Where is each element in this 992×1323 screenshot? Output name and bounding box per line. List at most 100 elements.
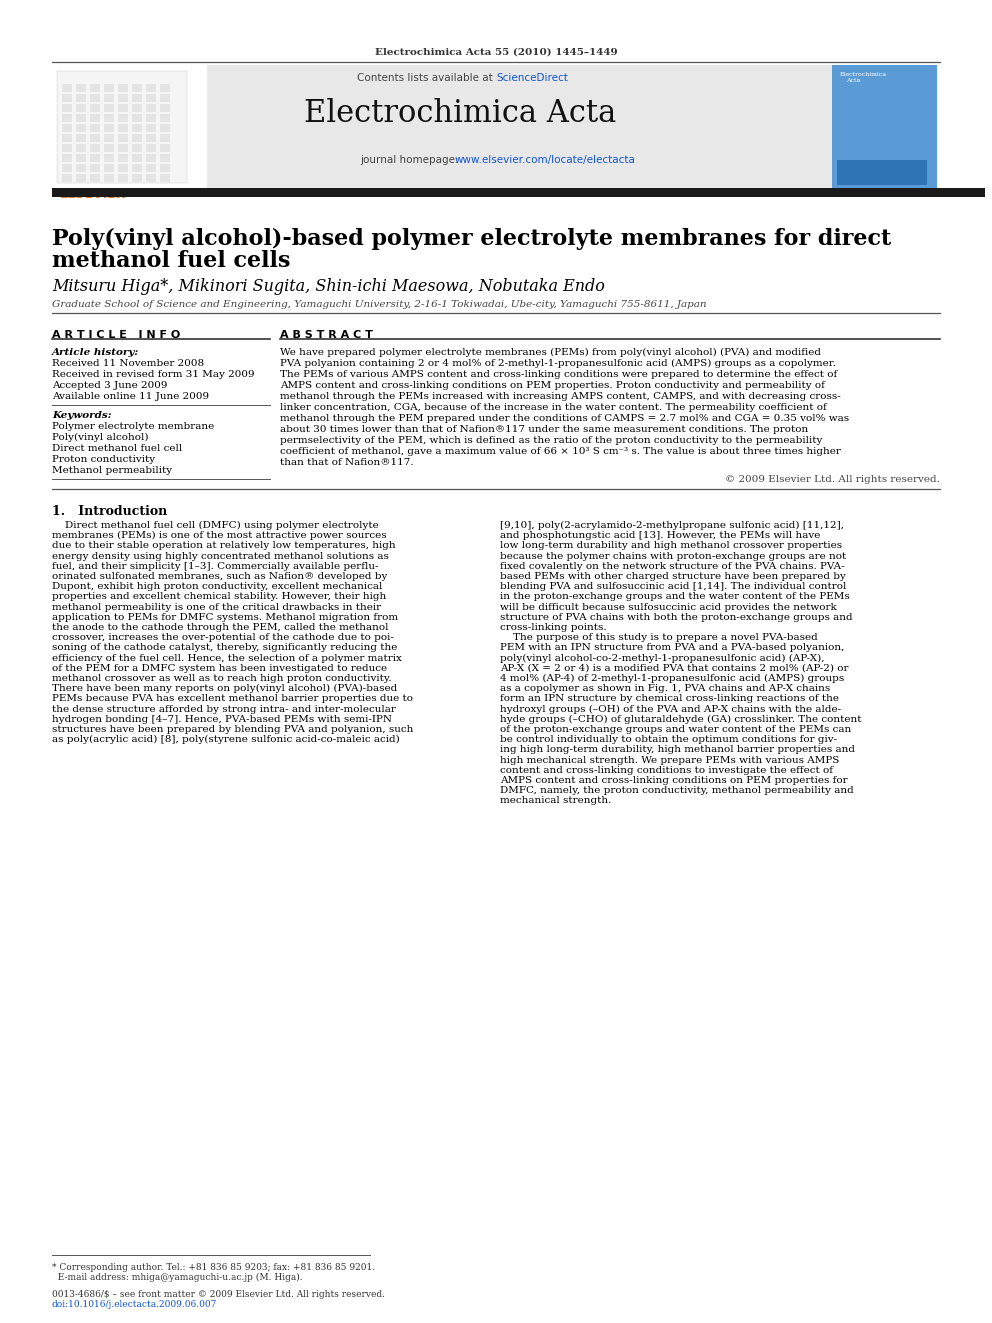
Text: about 30 times lower than that of Nafion®117 under the same measurement conditio: about 30 times lower than that of Nafion… xyxy=(280,425,808,434)
Text: ELSEVIER: ELSEVIER xyxy=(60,188,126,201)
Bar xyxy=(160,164,170,172)
Text: blending PVA and sulfosuccinic acid [1,14]. The individual control: blending PVA and sulfosuccinic acid [1,1… xyxy=(500,582,846,591)
Bar xyxy=(76,124,86,132)
Bar xyxy=(132,124,142,132)
Bar xyxy=(160,144,170,152)
Bar xyxy=(160,153,170,161)
Text: PVA polyanion containing 2 or 4 mol% of 2-methyl-1-propanesulfonic acid (AMPS) g: PVA polyanion containing 2 or 4 mol% of … xyxy=(280,359,836,368)
Bar xyxy=(90,153,100,161)
Text: orinated sulfonated membranes, such as Nafion® developed by: orinated sulfonated membranes, such as N… xyxy=(52,572,387,581)
Bar xyxy=(146,153,156,161)
Bar xyxy=(132,164,142,172)
Text: © 2009 Elsevier Ltd. All rights reserved.: © 2009 Elsevier Ltd. All rights reserved… xyxy=(725,475,940,484)
Bar xyxy=(104,134,114,142)
Text: Polymer electrolyte membrane: Polymer electrolyte membrane xyxy=(52,422,214,431)
Bar xyxy=(146,94,156,102)
Text: Mitsuru Higa*, Mikinori Sugita, Shin-ichi Maesowa, Nobutaka Endo: Mitsuru Higa*, Mikinori Sugita, Shin-ich… xyxy=(52,278,605,295)
Bar xyxy=(118,153,128,161)
Bar xyxy=(76,114,86,122)
Text: permselectivity of the PEM, which is defined as the ratio of the proton conducti: permselectivity of the PEM, which is def… xyxy=(280,437,822,445)
Bar xyxy=(146,175,156,183)
Bar xyxy=(76,83,86,93)
Text: of the PEM for a DMFC system has been investigated to reduce: of the PEM for a DMFC system has been in… xyxy=(52,664,387,673)
Bar xyxy=(118,175,128,183)
Text: the anode to the cathode through the PEM, called the methanol: the anode to the cathode through the PEM… xyxy=(52,623,389,632)
Text: poly(vinyl alcohol-co-2-methyl-1-propanesulfonic acid) (AP-X),: poly(vinyl alcohol-co-2-methyl-1-propane… xyxy=(500,654,824,663)
Bar xyxy=(62,153,72,161)
Bar xyxy=(104,83,114,93)
Text: as poly(acrylic acid) [8], poly(styrene sulfonic acid-co-maleic acid): as poly(acrylic acid) [8], poly(styrene … xyxy=(52,736,400,745)
Bar xyxy=(132,114,142,122)
Text: and phosphotungstic acid [13]. However, the PEMs will have: and phosphotungstic acid [13]. However, … xyxy=(500,532,820,540)
Text: The purpose of this study is to prepare a novel PVA-based: The purpose of this study is to prepare … xyxy=(500,634,817,642)
Text: coefficient of methanol, gave a maximum value of 66 × 10³ S cm⁻³ s. The value is: coefficient of methanol, gave a maximum … xyxy=(280,447,841,456)
Bar xyxy=(62,144,72,152)
Text: Contents lists available at: Contents lists available at xyxy=(357,73,496,83)
Bar xyxy=(160,114,170,122)
Bar xyxy=(104,94,114,102)
Text: energy density using highly concentrated methanol solutions as: energy density using highly concentrated… xyxy=(52,552,389,561)
Bar xyxy=(90,114,100,122)
Bar xyxy=(118,105,128,112)
Bar xyxy=(62,164,72,172)
Bar xyxy=(76,164,86,172)
Text: 1.   Introduction: 1. Introduction xyxy=(52,505,168,519)
Text: PEM with an IPN structure from PVA and a PVA-based polyanion,: PEM with an IPN structure from PVA and a… xyxy=(500,643,844,652)
Text: of the proton-exchange groups and water content of the PEMs can: of the proton-exchange groups and water … xyxy=(500,725,851,734)
Bar xyxy=(118,144,128,152)
Bar xyxy=(160,83,170,93)
Bar xyxy=(146,144,156,152)
Text: hydrogen bonding [4–7]. Hence, PVA-based PEMs with semi-IPN: hydrogen bonding [4–7]. Hence, PVA-based… xyxy=(52,714,392,724)
Text: low long-term durability and high methanol crossover properties: low long-term durability and high methan… xyxy=(500,541,842,550)
Text: form an IPN structure by chemical cross-linking reactions of the: form an IPN structure by chemical cross-… xyxy=(500,695,839,704)
Text: A B S T R A C T: A B S T R A C T xyxy=(280,329,373,340)
Text: DMFC, namely, the proton conductivity, methanol permeability and: DMFC, namely, the proton conductivity, m… xyxy=(500,786,854,795)
Text: Poly(vinyl alcohol): Poly(vinyl alcohol) xyxy=(52,433,149,442)
Text: ScienceDirect: ScienceDirect xyxy=(496,73,567,83)
Text: fixed covalently on the network structure of the PVA chains. PVA-: fixed covalently on the network structur… xyxy=(500,562,844,570)
Bar xyxy=(118,134,128,142)
Bar xyxy=(146,134,156,142)
Bar xyxy=(118,124,128,132)
Bar xyxy=(90,175,100,183)
Text: Acta: Acta xyxy=(846,78,860,83)
Bar xyxy=(160,105,170,112)
Text: ing high long-term durability, high methanol barrier properties and: ing high long-term durability, high meth… xyxy=(500,745,855,754)
Text: hydroxyl groups (–OH) of the PVA and AP-X chains with the alde-: hydroxyl groups (–OH) of the PVA and AP-… xyxy=(500,705,841,713)
Bar xyxy=(62,124,72,132)
Bar xyxy=(76,153,86,161)
Text: journal homepage:: journal homepage: xyxy=(360,155,462,165)
Text: 4 mol% (AP-4) of 2-methyl-1-propanesulfonic acid (AMPS) groups: 4 mol% (AP-4) of 2-methyl-1-propanesulfo… xyxy=(500,673,844,683)
Text: methanol crossover as well as to reach high proton conductivity.: methanol crossover as well as to reach h… xyxy=(52,673,392,683)
Bar xyxy=(90,83,100,93)
Text: membranes (PEMs) is one of the most attractive power sources: membranes (PEMs) is one of the most attr… xyxy=(52,532,387,540)
Text: the dense structure afforded by strong intra- and inter-molecular: the dense structure afforded by strong i… xyxy=(52,705,396,713)
Text: Received 11 November 2008: Received 11 November 2008 xyxy=(52,359,204,368)
Bar xyxy=(104,164,114,172)
Bar xyxy=(104,175,114,183)
Text: properties and excellent chemical stability. However, their high: properties and excellent chemical stabil… xyxy=(52,593,386,602)
Bar xyxy=(90,164,100,172)
Bar xyxy=(132,94,142,102)
Text: We have prepared polymer electrolyte membranes (PEMs) from poly(vinyl alcohol) (: We have prepared polymer electrolyte mem… xyxy=(280,348,821,357)
Text: E-mail address: mhiga@yamaguchi-u.ac.jp (M. Higa).: E-mail address: mhiga@yamaguchi-u.ac.jp … xyxy=(52,1273,303,1282)
Text: A R T I C L E   I N F O: A R T I C L E I N F O xyxy=(52,329,181,340)
Text: AP-X (X = 2 or 4) is a modified PVA that contains 2 mol% (AP-2) or: AP-X (X = 2 or 4) is a modified PVA that… xyxy=(500,664,848,673)
Text: structure of PVA chains with both the proton-exchange groups and: structure of PVA chains with both the pr… xyxy=(500,613,853,622)
Bar xyxy=(76,94,86,102)
Text: Graduate School of Science and Engineering, Yamaguchi University, 2-16-1 Tokiwad: Graduate School of Science and Engineeri… xyxy=(52,300,706,310)
Bar xyxy=(62,134,72,142)
Bar xyxy=(837,160,927,185)
Bar xyxy=(118,94,128,102)
Bar xyxy=(104,114,114,122)
Bar xyxy=(76,144,86,152)
Text: Electrochimica: Electrochimica xyxy=(840,71,887,77)
Bar xyxy=(160,124,170,132)
Bar xyxy=(76,105,86,112)
Bar xyxy=(90,144,100,152)
Bar xyxy=(57,71,187,183)
Bar xyxy=(832,65,937,194)
Text: * Corresponding author. Tel.: +81 836 85 9203; fax: +81 836 85 9201.: * Corresponding author. Tel.: +81 836 85… xyxy=(52,1263,375,1271)
Bar xyxy=(90,94,100,102)
Bar xyxy=(132,153,142,161)
